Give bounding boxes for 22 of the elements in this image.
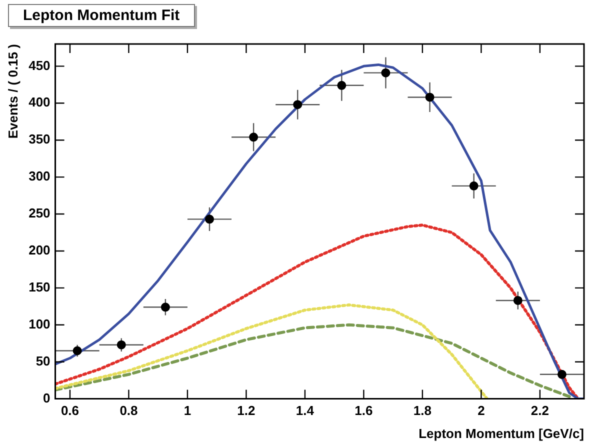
y-tick-label: 200 xyxy=(28,242,50,258)
x-tick-label: 2.2 xyxy=(530,403,549,418)
y-tick-label: 250 xyxy=(28,206,50,221)
x-tick-label: 2 xyxy=(478,403,485,418)
y-tick-label: 450 xyxy=(28,58,50,73)
y-tick-label: 100 xyxy=(28,316,50,332)
x-tick-label: 1.6 xyxy=(354,403,373,418)
x-tick-label: 1.4 xyxy=(296,403,315,418)
y-axis-title: Events / ( 0.15 ) xyxy=(5,44,20,139)
y-tick-label: 400 xyxy=(28,94,50,110)
y-tick-label: 350 xyxy=(28,132,50,147)
x-tick-label: 1.2 xyxy=(237,403,256,418)
y-tick-label: 50 xyxy=(36,353,50,368)
y-tick-label: 300 xyxy=(28,168,50,184)
chart-title: Lepton Momentum Fit xyxy=(8,4,195,27)
x-tick-label: 0.6 xyxy=(60,403,80,418)
x-tick-label: 1 xyxy=(184,403,192,418)
x-tick-label: 0.8 xyxy=(120,403,138,418)
x-axis-title: Lepton Momentum [GeV/c] xyxy=(418,426,584,441)
y-tick-label: 0 xyxy=(43,390,50,406)
y-tick-label: 150 xyxy=(28,280,50,295)
x-tick-label: 1.8 xyxy=(413,403,432,418)
